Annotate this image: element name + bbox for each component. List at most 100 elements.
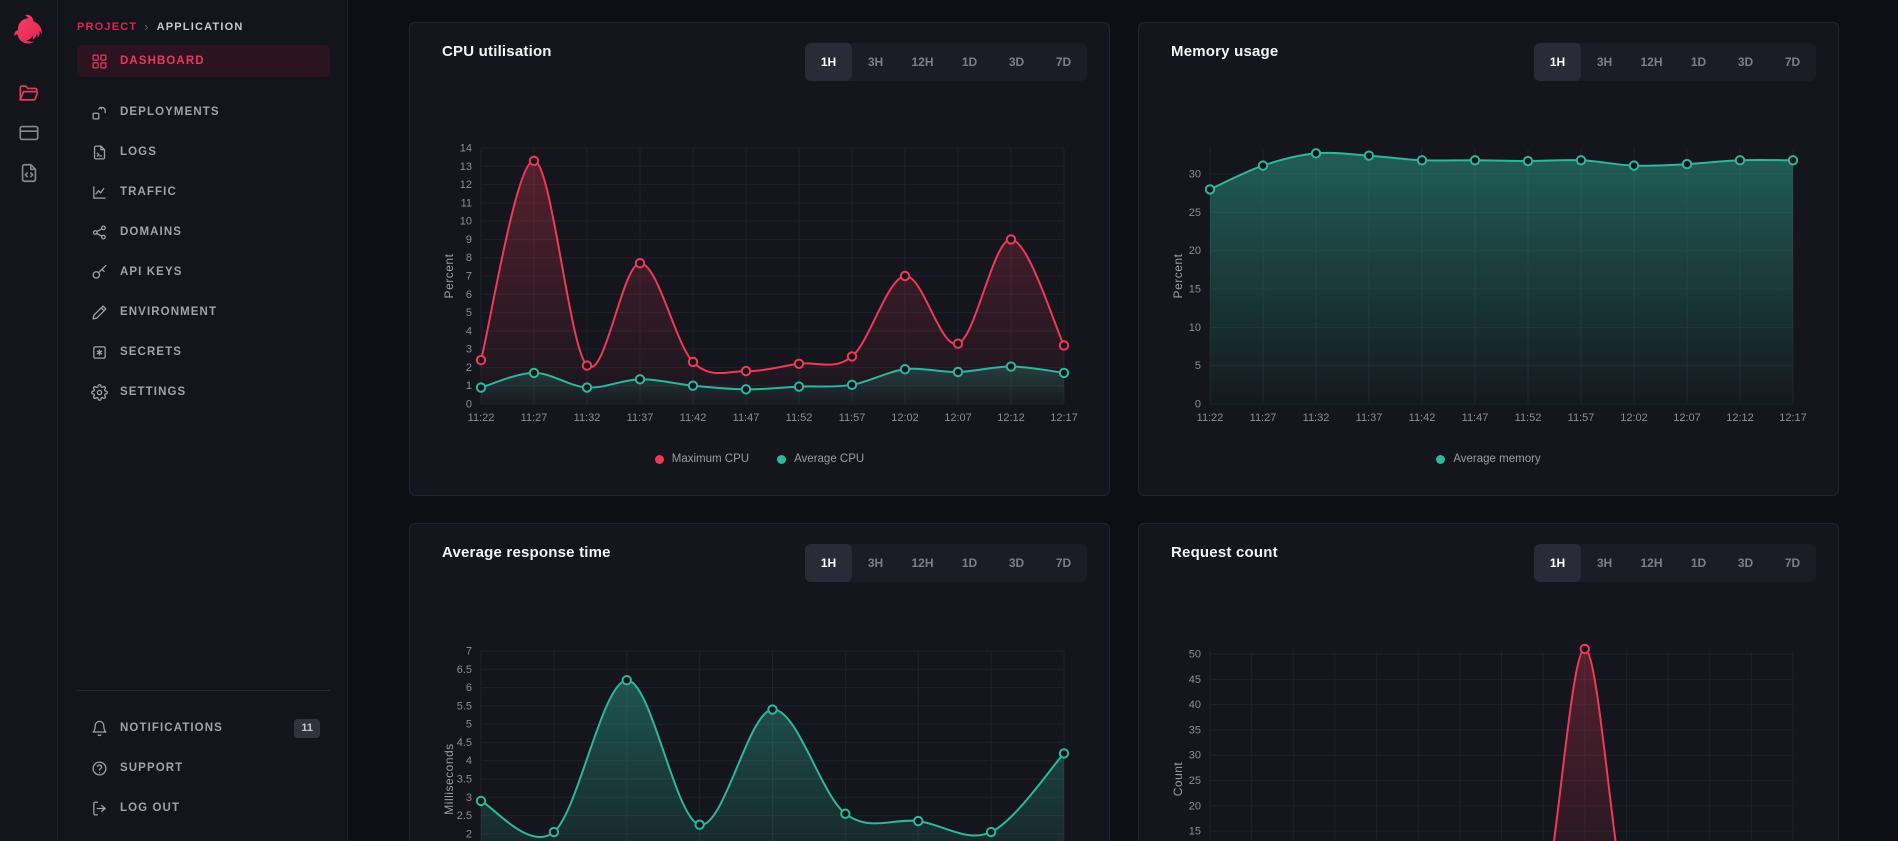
- time-range-7d-button[interactable]: 7D: [1769, 43, 1816, 81]
- time-range-12h-button[interactable]: 12H: [1628, 43, 1675, 81]
- sidebar-item-label: DEPLOYMENTS: [120, 106, 220, 118]
- legend-dot-icon: [777, 454, 787, 464]
- svg-text:0: 0: [1195, 399, 1201, 411]
- time-range-1h-button[interactable]: 1H: [805, 43, 852, 81]
- time-range-1h-button[interactable]: 1H: [1534, 43, 1581, 81]
- card-title: Memory usage: [1171, 43, 1279, 60]
- time-range-3d-button[interactable]: 3D: [993, 43, 1040, 81]
- time-range-3h-button[interactable]: 3H: [1581, 544, 1628, 582]
- time-range-1d-button[interactable]: 1D: [1675, 544, 1722, 582]
- time-range-3h-button[interactable]: 3H: [1581, 43, 1628, 81]
- icon-rail: [0, 0, 58, 841]
- svg-text:11:32: 11:32: [574, 412, 601, 424]
- file-code-icon[interactable]: [18, 162, 40, 184]
- svg-text:7: 7: [466, 646, 472, 658]
- request-count-chart[interactable]: 05101520253035404550Count: [1139, 629, 1840, 841]
- sidebar-item-traffic[interactable]: TRAFFIC: [77, 176, 330, 208]
- legend-item-average-cpu[interactable]: Average CPU: [777, 453, 864, 465]
- sidebar-item-log-out[interactable]: LOG OUT: [77, 792, 330, 824]
- sidebar-item-support[interactable]: SUPPORT: [77, 752, 330, 784]
- help-icon: [91, 760, 108, 777]
- svg-text:Milliseconds: Milliseconds: [442, 743, 456, 814]
- card-memory-usage: Memory usage 1H 3H 12H 1D 3D 7D 0 5 10 15 20 25 30 1…: [1138, 22, 1839, 496]
- legend-item-maximum-cpu[interactable]: Maximum CPU: [654, 453, 749, 465]
- svg-text:11: 11: [461, 197, 472, 209]
- svg-text:35: 35: [1189, 724, 1201, 736]
- svg-text:2.5: 2.5: [457, 810, 472, 822]
- svg-text:45: 45: [1189, 674, 1201, 686]
- svg-text:13: 13: [460, 161, 472, 173]
- breadcrumb-project[interactable]: PROJECT: [77, 21, 138, 33]
- time-range-3h-button[interactable]: 3H: [852, 544, 899, 582]
- svg-text:3.5: 3.5: [457, 774, 472, 786]
- sidebar-item-label: NOTIFICATIONS: [120, 722, 223, 734]
- time-range-1d-button[interactable]: 1D: [946, 544, 993, 582]
- folder-open-icon[interactable]: [18, 82, 40, 104]
- time-range-1d-button[interactable]: 1D: [1675, 43, 1722, 81]
- svg-text:5: 5: [466, 719, 472, 731]
- svg-text:12:02: 12:02: [891, 412, 919, 424]
- time-range-3d-button[interactable]: 3D: [1722, 544, 1769, 582]
- average-response-time-chart[interactable]: 00.511.522.533.544.555.566.57Millisecond…: [410, 629, 1111, 841]
- memory-usage-chart[interactable]: 0 5 10 15 20 25 30 11:22 11:27 11:32 11:37 11:42 11:…: [1139, 126, 1840, 438]
- svg-text:0: 0: [466, 399, 472, 411]
- svg-text:6.5: 6.5: [457, 664, 472, 676]
- time-range-3h-button[interactable]: 3H: [852, 43, 899, 81]
- sidebar-item-dashboard[interactable]: DASHBOARD: [77, 45, 330, 77]
- credit-card-icon[interactable]: [18, 122, 40, 144]
- time-range-3d-button[interactable]: 3D: [993, 544, 1040, 582]
- svg-text:11:52: 11:52: [786, 412, 813, 424]
- svg-text:12:17: 12:17: [1050, 412, 1078, 424]
- svg-text:6: 6: [466, 682, 472, 694]
- legend-dot-icon: [654, 454, 664, 464]
- sidebar-item-environment[interactable]: ENVIRONMENT: [77, 296, 330, 328]
- svg-text:9: 9: [466, 234, 472, 246]
- time-range-12h-button[interactable]: 12H: [899, 43, 946, 81]
- svg-text:30: 30: [1189, 169, 1201, 181]
- card-title: CPU utilisation: [442, 43, 552, 60]
- svg-text:40: 40: [1189, 699, 1201, 711]
- sidebar-item-deployments[interactable]: DEPLOYMENTS: [77, 96, 330, 128]
- svg-text:25: 25: [1189, 775, 1201, 787]
- svg-text:25: 25: [1189, 207, 1201, 219]
- time-range-7d-button[interactable]: 7D: [1040, 544, 1087, 582]
- time-range-3d-button[interactable]: 3D: [1722, 43, 1769, 81]
- time-range-1h-button[interactable]: 1H: [805, 544, 852, 582]
- svg-text:11:57: 11:57: [839, 412, 866, 424]
- sidebar-item-label: SETTINGS: [120, 386, 187, 398]
- app-logo-icon[interactable]: [10, 10, 48, 48]
- breadcrumb-separator-icon: ›: [144, 20, 150, 34]
- svg-text:11:37: 11:37: [1356, 412, 1383, 424]
- svg-text:5.5: 5.5: [457, 700, 472, 712]
- time-range-7d-button[interactable]: 7D: [1040, 43, 1087, 81]
- bell-icon: [91, 720, 108, 737]
- svg-text:11:22: 11:22: [468, 412, 495, 424]
- svg-text:4: 4: [466, 325, 472, 337]
- svg-text:1: 1: [466, 380, 472, 392]
- sidebar-item-settings[interactable]: SETTINGS: [77, 376, 330, 408]
- sidebar-item-domains[interactable]: DOMAINS: [77, 216, 330, 248]
- time-range-1d-button[interactable]: 1D: [946, 43, 993, 81]
- sidebar-item-logs[interactable]: LOGS: [77, 136, 330, 168]
- breadcrumb-application[interactable]: APPLICATION: [156, 21, 244, 33]
- sidebar-item-api-keys[interactable]: API KEYS: [77, 256, 330, 288]
- legend-item-average-memory[interactable]: Average memory: [1436, 453, 1541, 465]
- sidebar-item-label: LOGS: [120, 146, 157, 158]
- time-range-1h-button[interactable]: 1H: [1534, 544, 1581, 582]
- sidebar-item-secrets[interactable]: SECRETS: [77, 336, 330, 368]
- svg-text:5: 5: [466, 307, 472, 319]
- svg-text:Percent: Percent: [442, 253, 456, 298]
- secrets-icon: [91, 344, 108, 361]
- time-range-12h-button[interactable]: 12H: [1628, 544, 1675, 582]
- time-range-12h-button[interactable]: 12H: [899, 544, 946, 582]
- sidebar-item-label: SUPPORT: [120, 762, 184, 774]
- svg-text:12:17: 12:17: [1779, 412, 1807, 424]
- time-range-7d-button[interactable]: 7D: [1769, 544, 1816, 582]
- svg-text:11:47: 11:47: [733, 412, 760, 424]
- sidebar-item-label: API KEYS: [120, 266, 183, 278]
- sidebar-item-notifications[interactable]: NOTIFICATIONS 11: [77, 712, 330, 744]
